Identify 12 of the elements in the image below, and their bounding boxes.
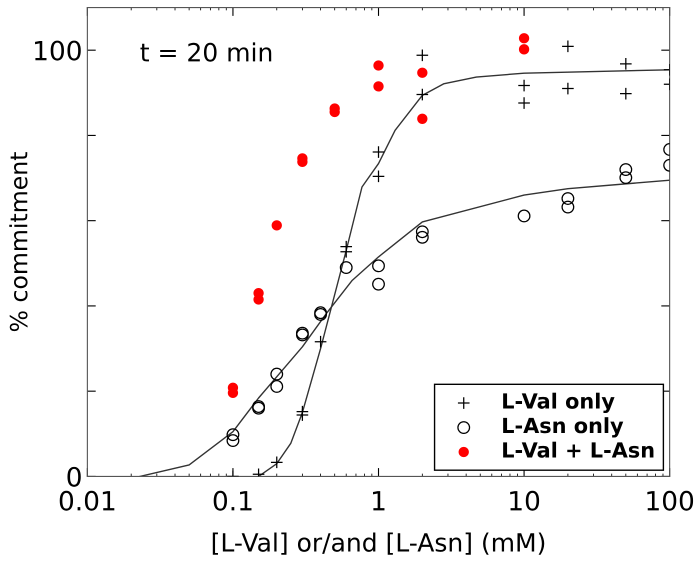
- annotation: t = 20 min: [140, 42, 272, 62]
- x-tick-label: 10: [510, 490, 540, 511]
- legend-label: L-Val + L-Asn: [503, 442, 654, 458]
- x-tick-label: 100: [647, 490, 694, 511]
- x-tick-label: 0.1: [214, 490, 252, 511]
- x-tick-label: 0.01: [60, 490, 114, 511]
- y-axis-title: % commitment: [9, 152, 28, 332]
- x-tick-label: 1: [373, 491, 384, 510]
- x-axis-title: [L-Val] or/and [L-Asn] (mM): [212, 532, 544, 555]
- y-tick-label: 0: [67, 466, 81, 487]
- legend-label: L-Asn only: [503, 417, 624, 438]
- legend-label: L-Val only: [503, 392, 615, 414]
